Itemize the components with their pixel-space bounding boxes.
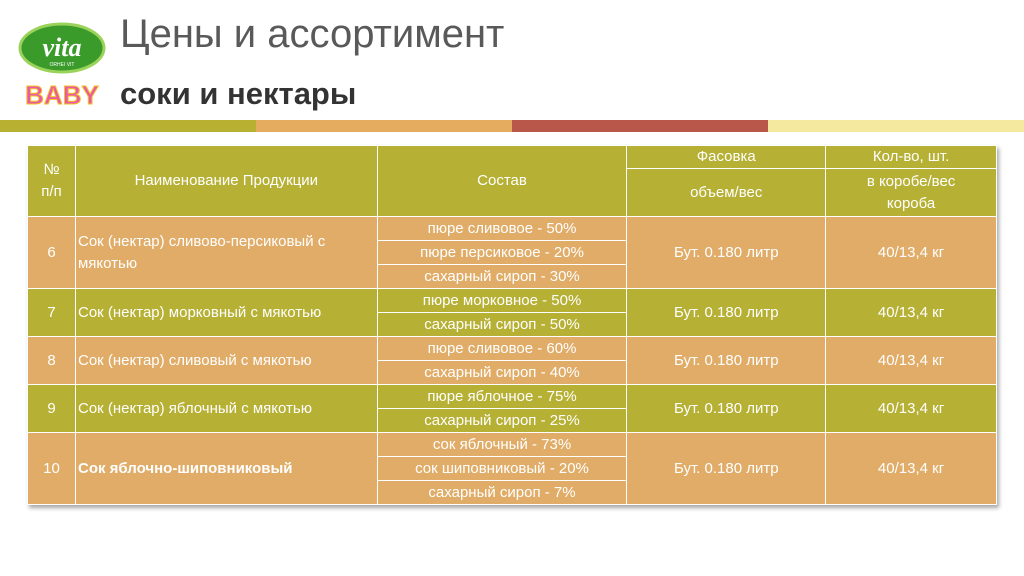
- composition: пюре яблочное - 75%: [376, 384, 628, 409]
- row-number: 7: [27, 288, 76, 337]
- table-row: 6 Сок (нектар) сливово-персиковый с мякот…: [27, 216, 997, 289]
- band: [256, 120, 512, 132]
- composition: пюре сливовое - 50%: [376, 216, 628, 241]
- packaging: Бут. 0.180 литр: [626, 336, 827, 385]
- composition: сок шиповниковый - 20%: [376, 456, 628, 481]
- title: Цены и ассортимент: [120, 12, 505, 56]
- band: [512, 120, 768, 132]
- header-cell: Наименование Продукции: [74, 145, 378, 217]
- product-name: Сок (нектар) сливовый с мякотью: [74, 336, 378, 385]
- subtitle: соки и нектары: [120, 76, 357, 111]
- band: [0, 120, 256, 132]
- row-number: 8: [27, 336, 76, 385]
- composition: пюре персиковое - 20%: [376, 240, 628, 265]
- product-name: Сок (нектар) морковный с мякотью: [74, 288, 378, 337]
- packaging: Бут. 0.180 литр: [626, 216, 827, 289]
- header-cell: Фасовка: [626, 145, 827, 169]
- row-number: 6: [27, 216, 76, 289]
- logo-line: BABY: [25, 80, 99, 110]
- header-cell: в коробе/вес короба: [825, 168, 997, 217]
- quantity: 40/13,4 кг: [825, 216, 997, 289]
- table-row: 7 Сок (нектар) морковный с мякотью пюре мо…: [27, 288, 997, 337]
- header-cell: Состав: [376, 145, 628, 217]
- band: [768, 120, 1024, 132]
- composition: сахарный сироп - 50%: [376, 312, 628, 337]
- logo: vita ORHEI VIT BABY: [18, 22, 106, 110]
- composition: сахарный сироп - 7%: [376, 480, 628, 505]
- packaging: Бут. 0.180 литр: [626, 432, 827, 505]
- product-name: Сок (нектар) сливово-персиковый с мякоть…: [74, 216, 378, 289]
- composition: сахарный сироп - 30%: [376, 264, 628, 289]
- composition: сахарный сироп - 25%: [376, 408, 628, 433]
- table-row: 8 Сок (нектар) сливовый с мякотью пюре сли…: [27, 336, 997, 385]
- row-number: 10: [27, 432, 76, 505]
- logo-sub: ORHEI VIT: [49, 62, 74, 68]
- packaging: Бут. 0.180 литр: [626, 384, 827, 433]
- composition: сахарный сироп - 40%: [376, 360, 628, 385]
- composition: пюре морковное - 50%: [376, 288, 628, 313]
- header-cell: объем/вес: [626, 168, 827, 217]
- quantity: 40/13,4 кг: [825, 288, 997, 337]
- product-name: Сок (нектар) яблочный с мякотью: [74, 384, 378, 433]
- table-row: 10 Сок яблочно-шиповниковый сок яблочный -…: [27, 432, 997, 505]
- price-table: № п/п Наименование Продукции Состав Фасо…: [27, 145, 997, 505]
- quantity: 40/13,4 кг: [825, 384, 997, 433]
- quantity: 40/13,4 кг: [825, 432, 997, 505]
- table-body: 6 Сок (нектар) сливово-персиковый с мякот…: [27, 216, 997, 505]
- logo-badge: [18, 22, 106, 74]
- header-cell: № п/п: [27, 145, 76, 217]
- table-row: 9 Сок (нектар) яблочный с мякотью пюре ябл…: [27, 384, 997, 433]
- composition: сок яблочный - 73%: [376, 432, 628, 457]
- logo-brand: vita: [43, 33, 82, 62]
- quantity: 40/13,4 кг: [825, 336, 997, 385]
- composition: пюре сливовое - 60%: [376, 336, 628, 361]
- packaging: Бут. 0.180 литр: [626, 288, 827, 337]
- product-name: Сок яблочно-шиповниковый: [74, 432, 378, 505]
- row-number: 9: [27, 384, 76, 433]
- header-cell: Кол-во, шт.: [825, 145, 997, 169]
